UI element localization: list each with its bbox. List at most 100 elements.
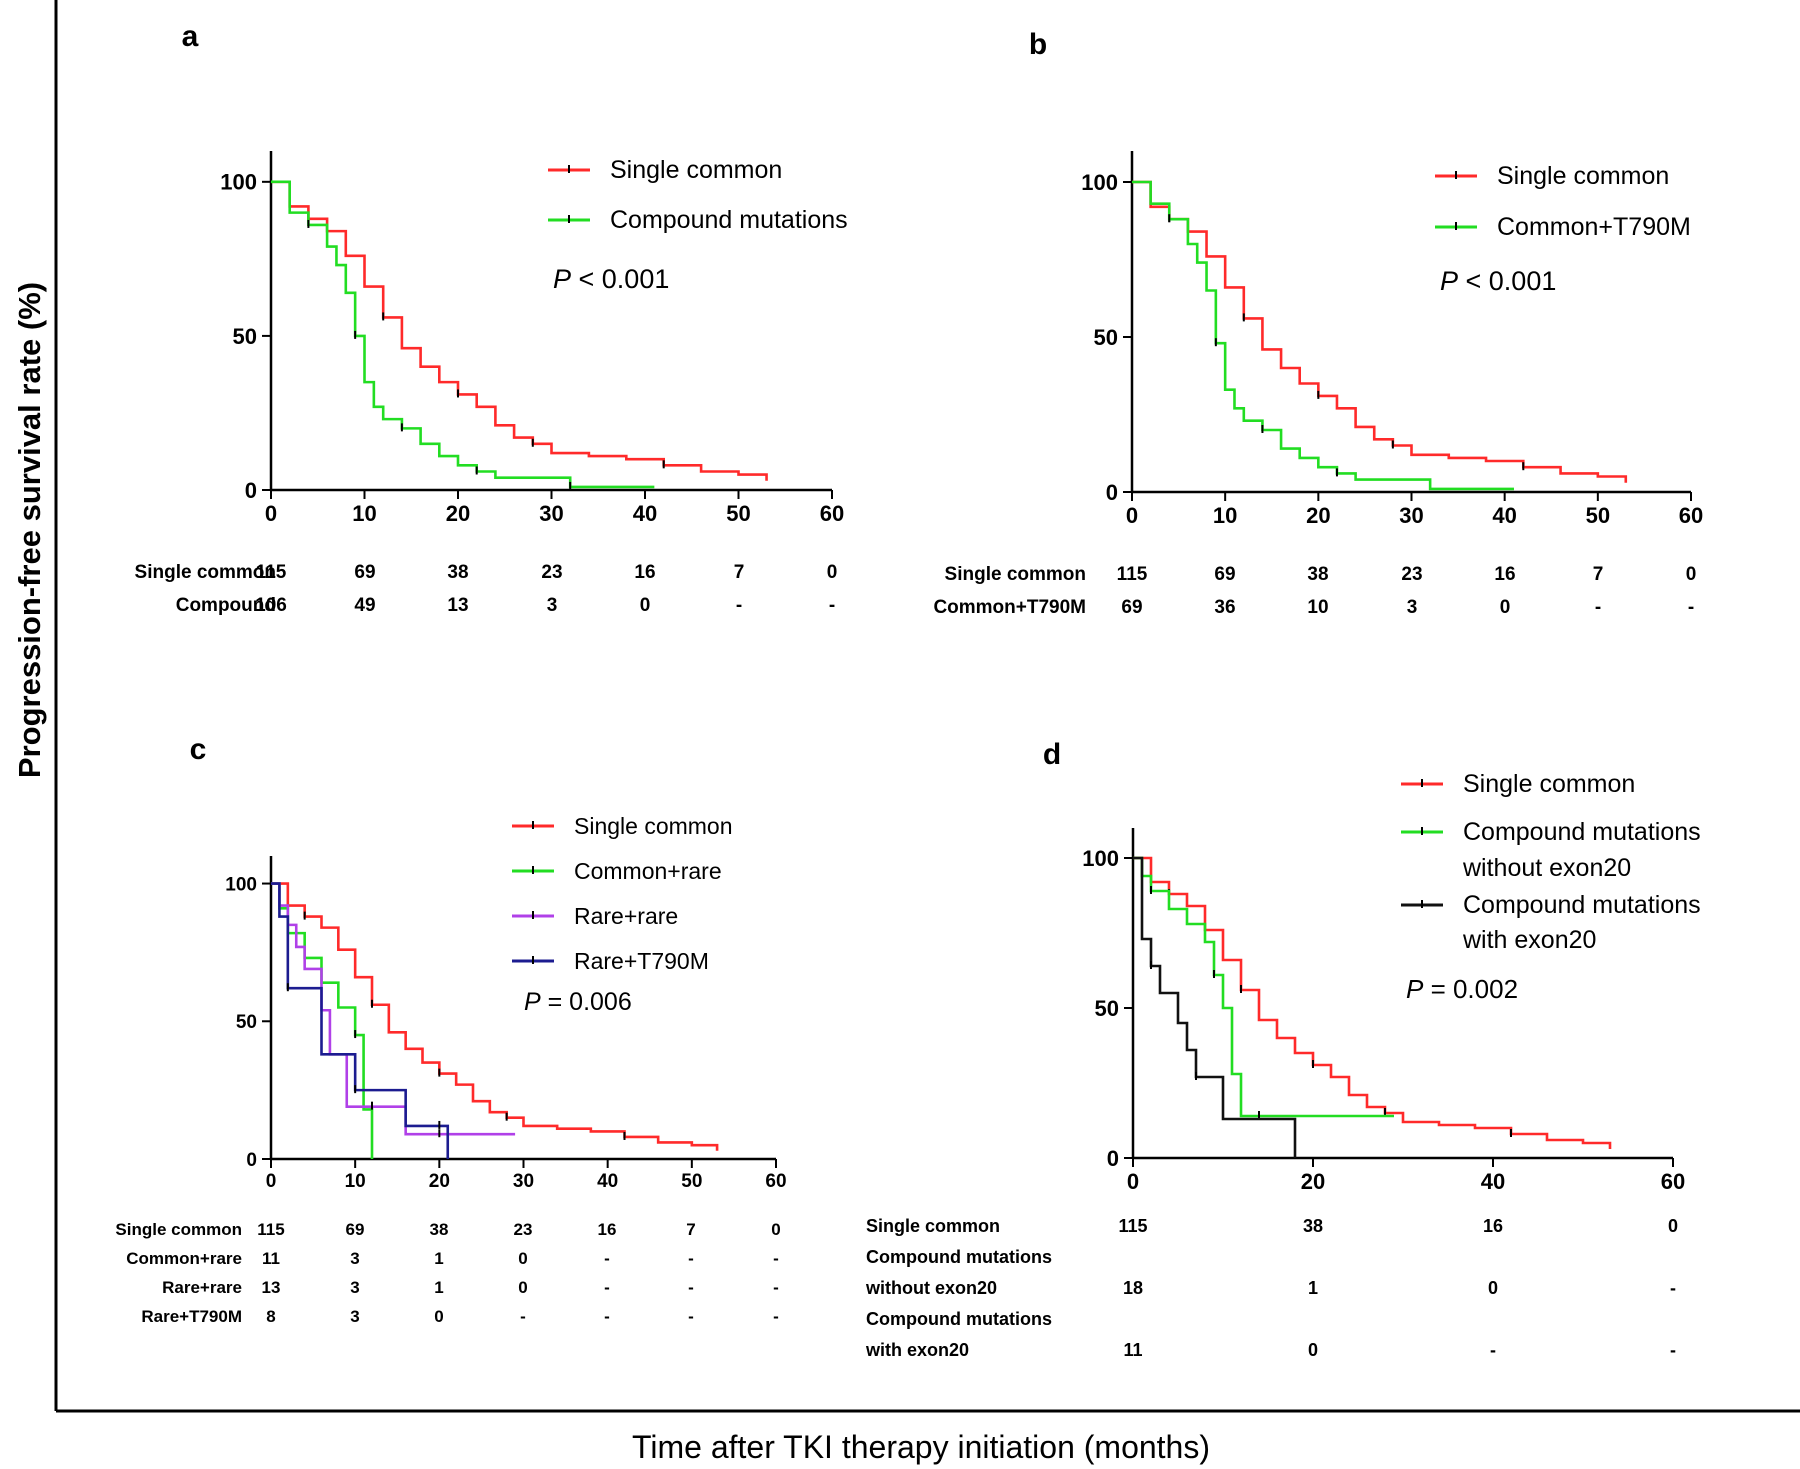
risk-table-cell: 10 bbox=[1307, 597, 1328, 618]
risk-table-cell: 1 bbox=[434, 1278, 443, 1297]
x-tick-label: 20 bbox=[1306, 503, 1330, 528]
risk-table-row-label: Single common bbox=[945, 564, 1086, 585]
risk-table-cell: - bbox=[688, 1249, 694, 1268]
risk-table-cell: 16 bbox=[634, 562, 655, 583]
risk-table-cell: 16 bbox=[598, 1220, 617, 1239]
risk-table-cell: 13 bbox=[447, 595, 468, 616]
x-tick-label: 40 bbox=[1492, 503, 1516, 528]
x-tick-label: 0 bbox=[265, 501, 277, 526]
risk-table-cell: 38 bbox=[1303, 1216, 1323, 1236]
legend: Single common Common+rare Rare+rare Rare+T7… bbox=[512, 813, 733, 974]
risk-table-cell: 0 bbox=[518, 1278, 527, 1297]
risk-table-cell: - bbox=[829, 595, 835, 616]
risk-table-cell: 0 bbox=[827, 562, 838, 583]
x-tick-label: 50 bbox=[681, 1171, 702, 1192]
y-tick-label: 100 bbox=[1082, 846, 1119, 871]
risk-table-cell: 0 bbox=[771, 1220, 780, 1239]
risk-table-cell: 38 bbox=[1307, 564, 1328, 585]
risk-table-cell: - bbox=[736, 595, 742, 616]
x-tick-label: 20 bbox=[446, 501, 470, 526]
risk-table-cell: 18 bbox=[1123, 1278, 1143, 1298]
risk-table-cell: 11 bbox=[262, 1249, 280, 1268]
risk-table-cell: 69 bbox=[1121, 597, 1142, 618]
risk-table-cell: 8 bbox=[266, 1307, 275, 1326]
x-tick-label: 0 bbox=[1127, 1169, 1139, 1194]
legend-label: Compound mutations bbox=[1463, 891, 1701, 919]
risk-table-cell: - bbox=[1670, 1340, 1676, 1360]
risk-table-cell: 69 bbox=[354, 562, 375, 583]
legend-label: Common+rare bbox=[574, 858, 722, 884]
p-value-annotation: P < 0.001 bbox=[553, 264, 669, 294]
series-line-1 bbox=[1133, 856, 1612, 1149]
risk-table-cell: - bbox=[773, 1249, 779, 1268]
risk-table-cell: 115 bbox=[257, 1220, 284, 1239]
risk-table-cell: 13 bbox=[262, 1278, 281, 1297]
risk-table-cell: 0 bbox=[1668, 1216, 1678, 1236]
risk-table: Single common 115 38 16 0 Compound mutations w… bbox=[865, 1216, 1678, 1360]
x-tick-label: 50 bbox=[726, 501, 750, 526]
y-tick-label: 100 bbox=[220, 170, 257, 195]
risk-table-cell: 36 bbox=[1214, 597, 1235, 618]
legend-label: Single common bbox=[1463, 770, 1635, 798]
risk-table-cell: - bbox=[604, 1278, 610, 1297]
legend-label: Common+T790M bbox=[1497, 213, 1691, 241]
x-tick-label: 20 bbox=[429, 1171, 450, 1192]
x-tick-label: 40 bbox=[1481, 1169, 1505, 1194]
legend-label: Single common bbox=[610, 156, 782, 184]
risk-table-cell: 115 bbox=[256, 562, 287, 583]
series-line-4 bbox=[271, 882, 450, 1159]
risk-table-row-label: Compound mutations bbox=[866, 1247, 1052, 1267]
risk-table-row-label: without exon20 bbox=[865, 1278, 997, 1298]
x-tick-label: 30 bbox=[1399, 503, 1423, 528]
x-tick-label: 50 bbox=[1586, 503, 1610, 528]
risk-table-cell: 3 bbox=[1407, 597, 1418, 618]
legend-label: Single common bbox=[1497, 162, 1669, 190]
x-tick-label: 40 bbox=[597, 1171, 618, 1192]
risk-table-cell: 38 bbox=[447, 562, 468, 583]
risk-table-cell: 7 bbox=[686, 1220, 695, 1239]
risk-table-cell: 16 bbox=[1494, 564, 1515, 585]
risk-table-cell: 3 bbox=[350, 1249, 359, 1268]
risk-table: Single common 115 69 38 23 16 7 0 Common+T790M 69… bbox=[933, 564, 1696, 618]
panel-letter-a: a bbox=[182, 20, 199, 53]
risk-table-cell: - bbox=[520, 1307, 526, 1326]
panel-letter-d: d bbox=[1043, 738, 1061, 771]
risk-table-cell: 0 bbox=[1488, 1278, 1498, 1298]
x-tick-label: 60 bbox=[1661, 1169, 1685, 1194]
series-line-1 bbox=[271, 180, 768, 481]
y-tick-label: 0 bbox=[246, 1150, 257, 1171]
series-line-1 bbox=[1132, 180, 1628, 483]
risk-table-cell: - bbox=[773, 1307, 779, 1326]
series-line-3 bbox=[271, 882, 516, 1136]
risk-table-cell: 0 bbox=[1308, 1340, 1318, 1360]
x-tick-label: 60 bbox=[765, 1171, 786, 1192]
y-tick-label: 50 bbox=[233, 324, 257, 349]
x-tick-label: 20 bbox=[1301, 1169, 1325, 1194]
risk-table-cell: 49 bbox=[354, 595, 375, 616]
y-tick-label: 50 bbox=[1094, 325, 1118, 350]
risk-table-cell: - bbox=[688, 1278, 694, 1297]
legend-label: Single common bbox=[574, 813, 733, 839]
risk-table-row-label: Single common bbox=[115, 1220, 242, 1239]
risk-table-cell: 0 bbox=[640, 595, 651, 616]
x-tick-label: 40 bbox=[633, 501, 657, 526]
risk-table-cell: 38 bbox=[430, 1220, 449, 1239]
y-tick-label: 50 bbox=[236, 1012, 257, 1033]
risk-table-cell: - bbox=[1595, 597, 1601, 618]
p-value-annotation: P < 0.001 bbox=[1440, 266, 1556, 296]
figure-y-axis-title: Progression-free survival rate (%) bbox=[12, 282, 47, 778]
x-tick-label: 10 bbox=[1213, 503, 1237, 528]
risk-table-cell: - bbox=[604, 1307, 610, 1326]
risk-table-cell: 23 bbox=[514, 1220, 533, 1239]
series-line-1 bbox=[271, 882, 719, 1151]
risk-table-cell: 115 bbox=[1117, 564, 1148, 585]
series-line-2 bbox=[1133, 856, 1394, 1118]
risk-table-cell: 106 bbox=[255, 595, 287, 616]
risk-table-cell: - bbox=[688, 1307, 694, 1326]
x-tick-label: 10 bbox=[345, 1171, 366, 1192]
